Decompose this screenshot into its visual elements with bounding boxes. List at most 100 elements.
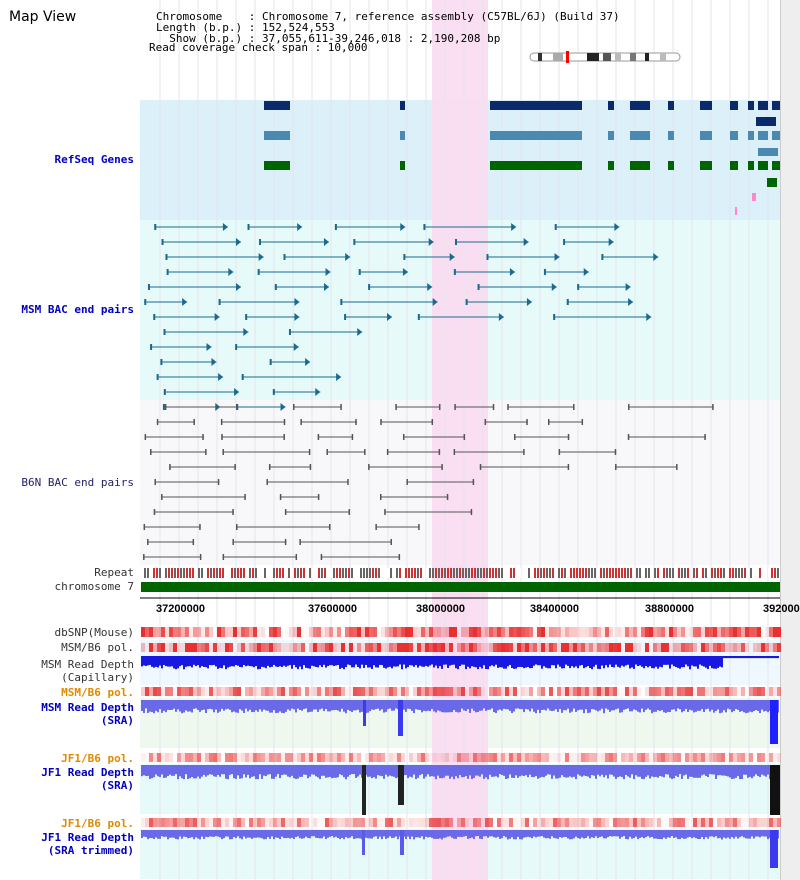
msm-sra-depth [567, 700, 569, 709]
pol-mark [569, 643, 573, 652]
msm-sra-depth [425, 700, 427, 712]
dbsnp-mark [293, 627, 297, 637]
repeat-mark [258, 568, 260, 578]
pol-mark [277, 753, 281, 762]
msm-sra-depth [741, 700, 743, 712]
pol-mark [277, 818, 281, 827]
pol-mark [633, 687, 637, 696]
msm-sra-depth [539, 700, 541, 714]
msm-capillary-depth [717, 656, 719, 668]
pol-mark [569, 687, 573, 696]
pol-mark [577, 753, 581, 762]
jf1-trim-depth [151, 830, 153, 839]
jf1-trim-depth [423, 830, 425, 840]
msm-capillary-depth [343, 656, 345, 670]
msm-capillary-depth [335, 656, 337, 666]
repeat-mark [186, 568, 188, 578]
msm-capillary-depth [649, 656, 651, 667]
pol-mark [665, 753, 669, 762]
msm-sra-depth [487, 700, 489, 710]
bac-end [543, 269, 546, 275]
jf1-trim-depth [353, 830, 355, 840]
jf1-trim-depth [415, 830, 417, 838]
repeat-mark [459, 568, 461, 578]
pol-mark [461, 687, 465, 696]
msm-capillary-depth [755, 656, 757, 659]
pol-mark [349, 643, 353, 652]
pol-mark [477, 643, 481, 652]
pol-mark [761, 687, 765, 696]
msm-capillary-depth [517, 656, 519, 668]
pol-mark [537, 818, 541, 827]
pol-mark [617, 687, 621, 696]
pol-mark [293, 643, 297, 652]
msm-sra-depth [475, 700, 477, 713]
msm-capillary-depth [747, 656, 749, 659]
pol-mark [649, 643, 653, 652]
jf1-sra-depth [149, 765, 151, 779]
msm-sra-depth [371, 700, 373, 710]
jf1-sra-depth [447, 765, 449, 776]
pol-mark [473, 818, 477, 827]
pol-mark [545, 753, 549, 762]
repeat-mark [579, 568, 581, 578]
jf1-trim-depth [267, 830, 269, 838]
pol-mark [169, 687, 173, 696]
jf1-trim-depth [153, 830, 155, 839]
repeat-mark [330, 568, 332, 578]
gene-block [748, 161, 754, 170]
msm-sra-depth [523, 700, 525, 713]
bac-end [259, 239, 262, 245]
jf1-sra-depth [529, 765, 531, 775]
msm-capillary-depth [541, 656, 543, 669]
jf1-sra-depth [723, 765, 725, 776]
pol-mark [413, 753, 417, 762]
pol-mark [633, 643, 637, 652]
pol-mark [513, 687, 517, 696]
vertical-scrollbar[interactable] [780, 0, 800, 880]
msm-sra-depth [495, 700, 497, 714]
dbsnp-mark [161, 627, 165, 637]
jf1-sra-depth [683, 765, 685, 776]
label-jf1-b6-pol-2: JF1/B6 pol. [61, 817, 134, 830]
msm-sra-depth [591, 700, 593, 710]
pol-mark [709, 818, 713, 827]
msm-sra-depth [195, 700, 197, 709]
msm-sra-depth [379, 700, 381, 711]
pol-mark [397, 643, 401, 652]
msm-capillary-depth [523, 656, 525, 669]
jf1-sra-depth [355, 765, 357, 778]
pol-mark [153, 687, 157, 696]
jf1-trim-depth [517, 830, 519, 837]
pol-mark [401, 687, 405, 696]
pol-mark [469, 753, 473, 762]
jf1-trim-depth [675, 830, 677, 838]
msm-capillary-depth [623, 656, 625, 667]
repeat-mark [282, 568, 284, 578]
pol-mark [341, 818, 345, 827]
jf1-trim-depth [183, 830, 185, 837]
msm-capillary-depth [333, 656, 335, 667]
b6n-end [479, 464, 482, 470]
dbsnp-mark [649, 627, 653, 637]
jf1-sra-depth [369, 765, 371, 777]
bac-end [156, 374, 159, 380]
dbsnp-mark [409, 627, 413, 637]
jf1-sra-depth [287, 765, 289, 777]
dbsnp-mark [221, 627, 225, 637]
pol-mark [701, 687, 705, 696]
jf1-sra-depth [601, 765, 603, 775]
label-jf1-depth-trimmed-sub: (SRA trimmed) [47, 844, 134, 857]
jf1-trim-depth [705, 830, 707, 838]
msm-sra-depth [559, 700, 561, 709]
repeat-mark [522, 568, 524, 578]
repeat-mark [342, 568, 344, 578]
repeat-mark [195, 568, 197, 578]
msm-sra-depth [335, 700, 337, 710]
jf1-sra-depth [303, 765, 305, 775]
msm-capillary-depth [701, 656, 703, 666]
dbsnp-mark [669, 627, 673, 637]
msm-capillary-depth [643, 656, 645, 669]
jf1-sra-depth [685, 765, 687, 775]
pol-mark [621, 818, 625, 827]
